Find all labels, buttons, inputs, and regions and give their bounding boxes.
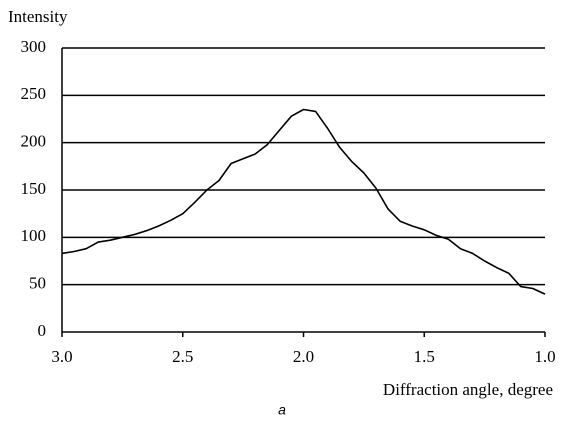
- y-axis-label: Intensity: [8, 7, 68, 26]
- y-tick-label: 0: [38, 321, 47, 340]
- y-tick-label: 200: [21, 132, 47, 151]
- x-tick-label: 1.0: [534, 347, 555, 366]
- x-tick-label: 3.0: [51, 347, 72, 366]
- x-tick-label: 2.5: [172, 347, 193, 366]
- y-tick-label: 150: [21, 179, 47, 198]
- y-tick-label: 250: [21, 84, 47, 103]
- x-tick-label: 1.5: [414, 347, 435, 366]
- y-tick-label: 100: [21, 226, 47, 245]
- x-axis-label: Diffraction angle, degree: [383, 380, 553, 399]
- data-line: [61, 108, 546, 295]
- annotation: a: [278, 402, 286, 418]
- y-tick-label: 50: [29, 274, 46, 293]
- x-tick-label: 2.0: [293, 347, 314, 366]
- y-tick-label: 300: [21, 37, 47, 56]
